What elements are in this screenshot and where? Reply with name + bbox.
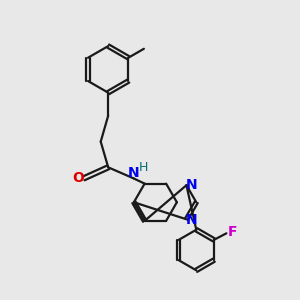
Text: F: F: [228, 225, 237, 239]
Text: N: N: [186, 213, 197, 227]
Text: N: N: [128, 166, 140, 180]
Text: O: O: [72, 171, 84, 185]
Text: N: N: [186, 178, 197, 192]
Text: H: H: [138, 161, 148, 174]
